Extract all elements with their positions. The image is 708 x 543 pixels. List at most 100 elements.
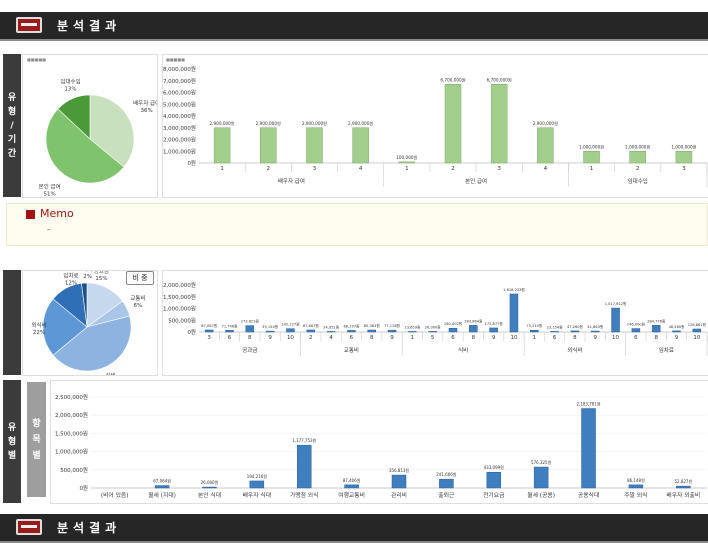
bar [391,474,407,489]
sidebar-char: 유 [7,92,17,103]
x-tick-label: 관리비 [391,491,407,499]
pie-slice [89,94,135,168]
bar-value-label: 100,000원 [396,154,417,160]
x-tick-label: 6 [553,335,557,341]
pie-percent: 36% [141,108,153,114]
y-tick-label: 7,000,000원 [163,77,196,85]
bar [628,484,644,489]
bar [675,151,693,164]
y-tick-label: 1,500,000원 [55,429,88,437]
bar-value-label: 26,000원 [201,479,219,485]
x-tick-label: 2 [636,166,640,172]
bar-value-label: 1,000,000원 [671,143,696,149]
bar-value-label: 2,900,000원 [348,120,373,126]
pie-label: 식비 [106,371,116,375]
x-tick-label: 4 [544,166,548,172]
bar [296,444,312,489]
y-tick-label: 1,000,000원 [163,147,196,155]
pie-label: 기타 [83,271,93,273]
bar-value-label: 26,000원 [425,324,441,329]
ratio-button[interactable]: 비 중 [126,271,154,285]
x-tick-label: 2 [309,335,313,341]
bar-value-label: 23,154원 [547,324,563,329]
x-tick-label: (비어 있음) [101,491,129,499]
bar [154,485,170,489]
bar-value-label: 87,406원 [343,477,361,483]
pie-percent: 13% [64,86,76,92]
memo-label: Memo [40,207,74,220]
bar-value-label: 194,216원 [247,473,268,479]
bar-value-label: 41,663원 [587,324,603,329]
x-tick-label: 6 [228,335,232,341]
pie-label: 외식비 [31,321,46,329]
x-tick-label: 본인 식대 [198,491,221,499]
group-label: 교통비 [344,346,359,354]
group-label: 공과금 [242,346,257,354]
y-tick-label: 2,000,000원 [55,411,88,419]
bar [213,127,231,164]
bar [629,151,646,164]
x-tick-label: 가맹점 외식 [290,491,319,499]
bar [509,293,519,333]
x-tick-label: 9 [390,335,394,341]
bar [570,330,580,333]
sidebar-char: 유 [7,422,17,433]
x-tick-label: 6 [350,335,354,341]
y-tick-label: 500,000원 [60,466,88,474]
bar [249,480,265,489]
bar-value-label: 24,051원 [323,324,339,329]
bar-value-label: 160,402원 [444,321,462,326]
pie-percent: 12% [65,281,77,287]
pie-slice [81,282,88,328]
x-tick-label: 6 [634,335,638,341]
pie-label: 교통비 [130,294,145,302]
bar [631,328,641,333]
x-tick-label: 8 [370,335,374,341]
memo-text: - [47,225,51,235]
pie-slice [52,315,132,372]
bar-value-label: 283,864원 [464,318,482,323]
expense-bar-chart: 2,000,000원 1,500,000원 1,000,000원 500,000원 0원… [163,281,708,356]
x-tick-label: 9 [593,335,597,341]
y-tick-label: 8,000,000원 [163,65,196,73]
footer-title: 분석결과 [57,521,122,535]
income-bar-panel: ■■■■■ 8,000,000원 7,000,000원 6,000,000원 5,00… [162,54,708,198]
bottom-header-bar: 분석결과 [0,514,708,543]
y-tick-label: 0원 [79,484,88,492]
bar-value-label: 48,460원 [669,324,685,329]
x-tick-label: 1 [533,335,537,341]
bar [344,484,359,489]
x-tick-label: 10 [510,335,517,341]
sidebar-char: 형 [7,106,17,117]
x-tick-label: 1 [411,335,415,341]
x-tick-label: 월세 (공용) [527,491,555,499]
x-tick-label: 출퇴근 [438,491,455,499]
bar-value-label: 576,325원 [531,459,552,465]
bar [490,84,508,164]
logo [16,17,42,33]
bar [306,329,316,333]
sidebar-char: 형 [7,436,17,447]
bar-value-label: 142,127원 [281,322,299,327]
bar-value-label: 75,210원 [526,323,542,328]
page-title: 분석결과 [57,19,122,33]
pie-percent: 15% [95,276,107,282]
x-tick-label: 8 [472,335,476,341]
bar-value-label: 39,154원 [262,324,278,329]
x-tick-label: 배우자 식대 [243,491,272,499]
x-tick-label: 8 [248,335,252,341]
bar-value-label: 146,000원 [627,322,645,327]
bar-value-label: 2,900,000원 [210,120,235,126]
bar [611,307,620,333]
item-bar-panel: 2,500,000원 2,000,000원 1,500,000원 1,000,000원… [50,380,708,504]
income-bar-chart: 8,000,000원 7,000,000원 6,000,000원 5,000,000원… [163,65,708,187]
bar-value-label: 273,623원 [241,319,259,324]
x-tick-label: 10 [612,335,619,341]
bar-value-label: 23,659원 [404,324,420,329]
bar [398,161,416,164]
y-tick-label: 2,000,000원 [163,281,196,289]
pie-label: 배우자 급여 [133,99,157,107]
bar [692,328,702,333]
bar-value-label: 1,000,000원 [625,143,650,149]
